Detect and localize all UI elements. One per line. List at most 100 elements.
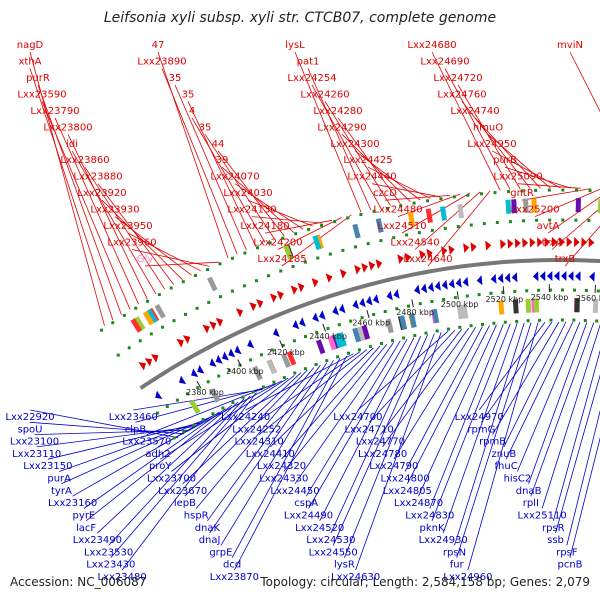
reverse-gene-arrow	[273, 328, 280, 337]
reverse-gene-arrow	[293, 320, 300, 329]
reverse-gene-arrow	[210, 358, 217, 367]
track-dot	[249, 358, 252, 361]
forward-gene-label: Lxx23930	[90, 205, 139, 216]
forward-gene-arrow	[145, 358, 152, 366]
reverse-gene-label: proY	[149, 461, 172, 472]
track-dot	[367, 242, 370, 245]
track-dot	[573, 289, 576, 292]
label-leader-line	[380, 329, 461, 435]
reverse-gene-label: pyrE	[73, 511, 96, 522]
reverse-gene-label: Lxx23700	[147, 474, 196, 485]
track-dot	[504, 321, 507, 324]
track-dot	[336, 355, 339, 358]
track-dot	[550, 319, 553, 322]
label-leader-line	[358, 331, 448, 410]
reverse-gene-arrow	[373, 294, 379, 304]
track-dot	[338, 323, 341, 326]
track-dot	[173, 437, 176, 440]
tick-mark	[412, 299, 414, 307]
feature-block	[316, 339, 325, 354]
track-dot	[243, 252, 246, 255]
track-dot	[166, 405, 169, 408]
track-dot	[458, 326, 461, 329]
reverse-gene-label: rpsR	[542, 523, 565, 534]
reverse-gene-arrow	[463, 277, 469, 287]
track-dot	[134, 307, 137, 310]
track-dot	[589, 189, 592, 192]
track-dot	[561, 289, 564, 292]
forward-gene-label: Lxx23890	[137, 57, 186, 68]
reverse-gene-label: rpsF	[556, 547, 578, 558]
reverse-gene-label: lepB	[174, 498, 196, 509]
track-dot	[584, 319, 587, 322]
reverse-gene-label: Lxx24870	[394, 498, 443, 509]
reverse-gene-label: grpE	[209, 547, 232, 558]
track-dot	[123, 314, 126, 317]
reverse-gene-arrow	[435, 281, 441, 291]
forward-gene-arrow	[376, 259, 383, 269]
track-dot	[304, 367, 307, 370]
label-leader-line	[570, 52, 600, 192]
track-dot	[329, 253, 332, 256]
track-dot	[194, 274, 197, 277]
feature-block	[352, 224, 360, 239]
forward-gene-label: Lxx23960	[107, 238, 156, 249]
forward-gene-label: purR	[26, 73, 50, 84]
reverse-gene-label: Lxx23430	[86, 560, 135, 571]
reverse-gene-label: Lxx23670	[158, 486, 207, 497]
track-dot	[426, 199, 429, 202]
forward-gene-arrow	[270, 294, 277, 303]
forward-gene-label: Lxx24740	[450, 106, 499, 117]
reverse-gene-label: Lxx24800	[380, 474, 429, 485]
track-dot	[292, 265, 295, 268]
reverse-gene-label: Lxx23490	[73, 535, 122, 546]
track-dot	[572, 319, 575, 322]
reverse-gene-label: Lxx24310	[234, 437, 283, 448]
track-dot	[481, 323, 484, 326]
forward-gene-arrow	[176, 339, 183, 348]
reverse-gene-label: Lxx24330	[259, 474, 308, 485]
forward-gene-arrow	[574, 237, 580, 247]
forward-gene-label: Lxx23950	[103, 221, 152, 232]
forward-gene-arrow	[236, 308, 243, 317]
track-dot	[196, 307, 199, 310]
forward-gene-arrow	[471, 242, 477, 252]
reverse-gene-label: Lxx24805	[383, 486, 432, 497]
reverse-gene-label: Lxx24240	[221, 412, 270, 423]
reverse-gene-label: Lxx23110	[12, 449, 61, 460]
reverse-gene-label: Lxx23460	[109, 412, 158, 423]
feature-block	[189, 400, 201, 415]
forward-gene-label: Lxx24254	[287, 73, 336, 84]
track-dot	[527, 319, 530, 322]
reverse-gene-arrow	[222, 352, 229, 361]
track-dot	[391, 339, 394, 342]
forward-gene-label: Lxx23790	[30, 106, 79, 117]
track-dot	[595, 320, 598, 323]
forward-gene-label: czcD	[373, 188, 397, 199]
reverse-gene-label: pcnB	[557, 560, 582, 571]
track-dot	[347, 352, 350, 355]
reverse-gene-label: pknK	[419, 523, 444, 534]
reverse-gene-label: spoU	[18, 424, 43, 435]
forward-gene-label: 35	[199, 122, 212, 133]
reverse-gene-arrow	[366, 296, 373, 306]
reverse-gene-label: Lxx24320	[257, 461, 306, 472]
reverse-gene-arrow	[449, 279, 455, 289]
forward-gene-label: lysL	[285, 40, 305, 51]
track-dot	[585, 289, 588, 292]
track-dot	[419, 302, 422, 305]
track-dot	[150, 332, 153, 335]
reverse-gene-label: Lxx24520	[295, 523, 344, 534]
track-dot	[457, 225, 460, 228]
track-dot	[100, 329, 103, 332]
track-dot	[494, 191, 497, 194]
forward-gene-arrow	[567, 237, 573, 247]
forward-gene-arrow	[361, 263, 368, 273]
track-dot	[221, 407, 224, 410]
track-dot	[597, 290, 600, 293]
forward-gene-label: Lxx24030	[223, 188, 272, 199]
reverse-gene-arrow	[299, 317, 306, 326]
forward-gene-arrow	[183, 335, 190, 344]
track-dot	[379, 239, 382, 242]
reverse-gene-label: clpB	[125, 424, 147, 435]
